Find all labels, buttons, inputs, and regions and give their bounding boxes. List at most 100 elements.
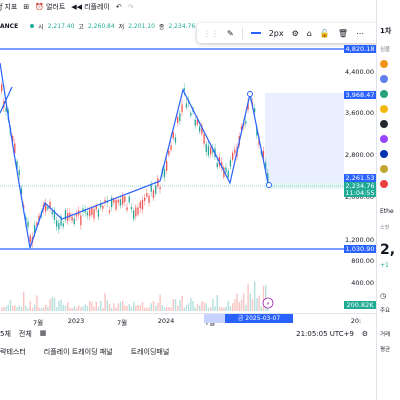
volume-bar — [205, 303, 207, 311]
volume-bar — [232, 303, 234, 311]
replay-label: 리플레이 — [84, 3, 110, 11]
volume-bar — [185, 304, 188, 311]
watchlist-column-label: 심볼 — [380, 47, 391, 53]
price-chart[interactable]: ⚡ — [0, 43, 344, 313]
volume-bar — [89, 300, 91, 311]
volume-bar — [166, 306, 168, 311]
volume-bar — [249, 293, 251, 311]
time-label: 20: — [350, 317, 362, 325]
candle-body — [254, 108, 256, 113]
candle-body — [56, 220, 58, 227]
volume-bar — [56, 307, 58, 311]
volume-bar — [69, 307, 71, 311]
volume-bar — [157, 302, 159, 311]
watchlist-item-logo[interactable] — [380, 120, 388, 128]
replay-button[interactable]: ◀◀ 리플레이 — [71, 2, 110, 12]
replay-marker[interactable] — [262, 297, 274, 309]
line-width-label[interactable]: 2px — [268, 28, 284, 38]
candle-body — [38, 215, 40, 222]
volume-bar — [227, 301, 229, 311]
volume-bar — [229, 306, 232, 311]
layout-button[interactable]: ⊞ — [23, 3, 29, 11]
volume-bar — [177, 305, 179, 311]
detail-line: 주요 — [380, 308, 391, 314]
volume-bar — [27, 307, 29, 311]
volume-bar — [214, 306, 216, 311]
volume-bar — [73, 306, 75, 311]
watchlist-item-logo[interactable] — [380, 60, 388, 68]
line-style-swatch[interactable] — [250, 32, 261, 34]
volume-bar — [152, 301, 155, 311]
candle-body — [170, 145, 172, 150]
candle-body — [1, 84, 3, 92]
candle-body — [18, 169, 20, 176]
candle-body — [16, 161, 18, 170]
volume-bar — [170, 307, 172, 311]
alerts-button[interactable]: ⏰ 얼러트 — [35, 2, 65, 12]
volume-bar — [34, 304, 36, 311]
trend-polyline-drawing[interactable] — [0, 62, 269, 249]
redo-button[interactable]: ↷ — [128, 3, 134, 11]
watchlist-item-logo[interactable] — [380, 75, 388, 83]
candle-body — [262, 150, 265, 159]
candle-body — [45, 203, 47, 212]
settings-gear-icon[interactable]: ⚙ — [361, 330, 368, 338]
chart-pane[interactable]: ⚡ — [0, 43, 344, 313]
tab-trading-panel[interactable]: 트레이딩패널 — [130, 348, 170, 356]
time-axis[interactable]: 7월 2023 7월 2024 7월 20: 금 2025-03-07 — [0, 313, 376, 327]
candle-body — [210, 147, 212, 155]
volume-bar — [124, 305, 126, 311]
candle-body — [71, 216, 73, 221]
candle-body — [139, 202, 141, 209]
undo-button[interactable]: ↶ — [116, 3, 122, 11]
watchlist-item-logo[interactable] — [380, 105, 388, 113]
volume-bar — [62, 305, 64, 311]
range-button[interactable]: 전체 — [18, 330, 32, 338]
price-tag: 4,820.18 — [344, 45, 376, 53]
symbol-name[interactable]: ANCE — [0, 22, 19, 30]
drawing-anchor-handle[interactable] — [266, 182, 272, 188]
settings-gear-icon[interactable]: ⚙ — [291, 28, 299, 38]
watchlist-title[interactable]: 1차 — [380, 27, 392, 35]
watchlist-item-logo[interactable] — [380, 180, 388, 188]
volume-bar — [194, 307, 196, 311]
pencil-icon[interactable]: ✎ — [227, 28, 234, 38]
trend-polyline-start[interactable] — [0, 86, 13, 114]
volume-bar — [223, 307, 225, 311]
watchlist-item-logo[interactable] — [380, 150, 388, 158]
bottom-panel-tabs: 략테스터 리플레이 트레이딩 패널 트레이딩패널 — [0, 347, 169, 361]
watchlist-item-logo[interactable] — [380, 135, 388, 143]
price-tick-label: 2,800.00 — [345, 151, 374, 159]
volume-bar — [161, 305, 163, 311]
footer-row: 5체 전체 ▦ 21:05:05 UTC+9 ⚙ — [0, 327, 376, 341]
candle-body — [64, 210, 67, 220]
lock-icon[interactable]: 🔓 — [319, 28, 330, 38]
more-icon[interactable]: ⋯ — [355, 28, 364, 38]
candle-body — [29, 235, 31, 243]
indicators-button[interactable]: ƒ 지표 — [0, 2, 17, 12]
tab-replay-trading-panel[interactable]: 리플레이 트레이딩 패널 — [43, 348, 113, 356]
price-axis[interactable]: 4,400.00 3,600.00 2,800.00 2,000.00 1,200.00… — [344, 43, 376, 313]
time-label: 2024 — [157, 317, 175, 325]
drawing-toolbar: ⋮⋮ ✎ 2px ⚙ ⌂ 🔓 🗑 ⋯ — [197, 23, 385, 43]
tab-strategy-tester[interactable]: 략테스터 — [0, 348, 26, 356]
volume-bar — [236, 293, 238, 311]
trash-icon[interactable]: 🗑 — [337, 28, 348, 38]
clock-readout[interactable]: 21:05:05 UTC+9 — [296, 330, 354, 338]
drawing-anchor-handle[interactable] — [247, 91, 253, 97]
template-icon[interactable]: ⌂ — [306, 28, 312, 38]
drag-handle-icon[interactable]: ⋮⋮ — [203, 28, 219, 38]
calendar-icon[interactable]: ▦ — [39, 329, 47, 337]
volume-bar — [221, 307, 223, 311]
volume-bar — [133, 301, 135, 311]
range-button[interactable]: 5체 — [0, 330, 11, 338]
watchlist-item-logo[interactable] — [380, 165, 388, 173]
toolbar-separator — [241, 27, 243, 39]
volume-bar — [196, 304, 199, 311]
price-tick-label: 400.00 — [351, 279, 374, 287]
candle-body — [194, 119, 196, 126]
watchlist-item-logo[interactable] — [380, 90, 388, 98]
candle-body — [234, 149, 236, 154]
high-label: 고 — [78, 23, 84, 31]
volume-bar — [40, 307, 42, 311]
